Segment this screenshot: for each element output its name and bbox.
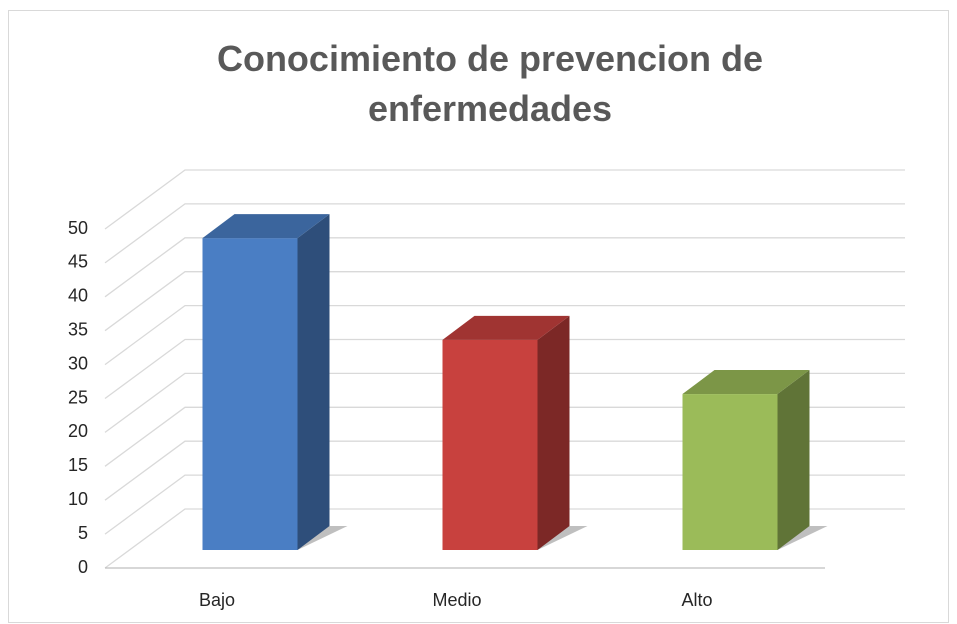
bar-side bbox=[777, 370, 810, 550]
grid-line bbox=[104, 169, 905, 230]
bar bbox=[442, 339, 538, 550]
y-tick-label: 40 bbox=[68, 286, 88, 306]
grid-line bbox=[104, 338, 905, 400]
bar-side bbox=[537, 315, 570, 550]
x-tick-label: Medio bbox=[432, 590, 481, 610]
bar-top bbox=[202, 214, 330, 239]
y-tick-label: 45 bbox=[68, 252, 88, 272]
grid-line bbox=[104, 304, 905, 366]
bar-top bbox=[682, 370, 810, 395]
y-tick-label: 30 bbox=[68, 353, 88, 373]
chart-border bbox=[8, 10, 949, 623]
x-tick-label: Alto bbox=[681, 590, 712, 610]
grid-line bbox=[104, 372, 905, 433]
y-tick-label: 5 bbox=[78, 523, 88, 543]
bar bbox=[202, 238, 298, 550]
bar bbox=[682, 394, 778, 550]
grid-line bbox=[104, 440, 905, 501]
x-tick-label: Bajo bbox=[199, 590, 235, 610]
grid-line bbox=[104, 271, 905, 332]
y-tick-label: 50 bbox=[68, 218, 88, 238]
bar-top bbox=[442, 315, 570, 340]
grid-line bbox=[104, 406, 905, 467]
y-tick-label: 25 bbox=[68, 387, 88, 407]
grid-line bbox=[104, 237, 905, 298]
y-tick-label: 15 bbox=[68, 455, 88, 475]
grid-line bbox=[104, 203, 905, 264]
chart-title: Conocimiento de prevencion de enfermedad… bbox=[216, 38, 764, 129]
y-tick-label: 0 bbox=[78, 557, 88, 577]
y-tick-label: 20 bbox=[68, 421, 88, 441]
bar-side bbox=[297, 214, 330, 550]
y-tick-label: 10 bbox=[68, 489, 88, 509]
grid-line bbox=[104, 474, 905, 535]
grid-line bbox=[104, 508, 905, 569]
y-tick-label: 35 bbox=[68, 319, 88, 339]
